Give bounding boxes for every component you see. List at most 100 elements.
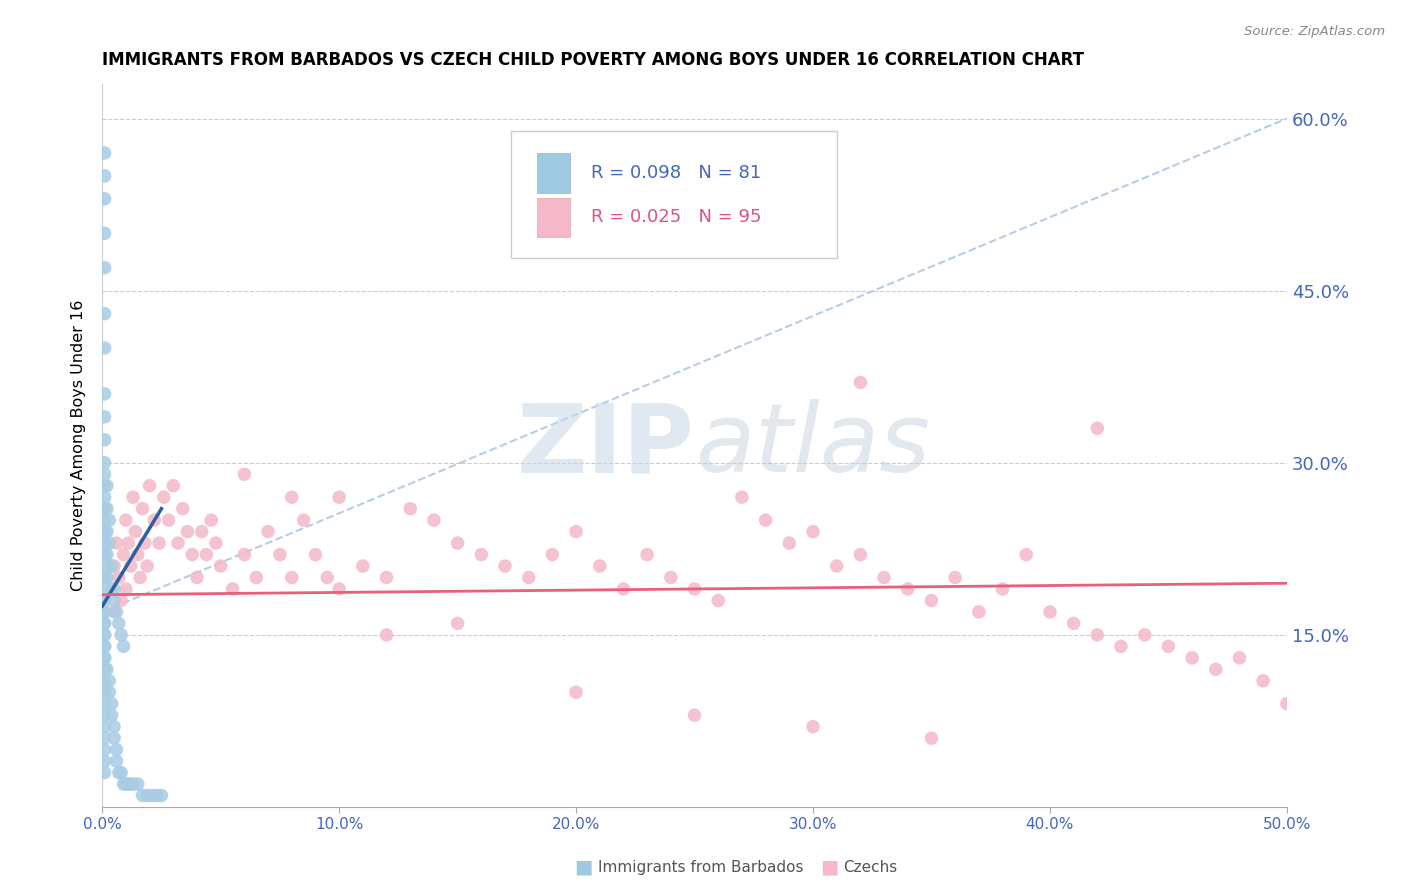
Point [1109, 640, 1132, 654]
Point [801, 524, 824, 539]
Text: atlas: atlas [695, 399, 929, 492]
Point [107, 570, 129, 584]
Point [93, 524, 115, 539]
Point [181, 548, 204, 562]
Point [93, 433, 115, 447]
Point [107, 616, 129, 631]
Point [138, 479, 160, 493]
Point [105, 742, 128, 756]
Point [100, 582, 122, 596]
Point [153, 490, 176, 504]
Point [375, 570, 398, 584]
Point [136, 559, 159, 574]
Point [233, 467, 256, 482]
Point [221, 582, 243, 596]
Point [124, 524, 146, 539]
Point [292, 513, 315, 527]
Point [683, 582, 706, 596]
Point [145, 789, 167, 803]
Point [110, 628, 132, 642]
Text: Czechs: Czechs [844, 860, 898, 874]
Point [98, 536, 121, 550]
Point [115, 582, 138, 596]
Point [93, 720, 115, 734]
Point [148, 536, 170, 550]
Point [93, 548, 115, 562]
Point [93, 628, 115, 642]
Point [205, 536, 228, 550]
Point [100, 708, 122, 723]
Point [1063, 616, 1085, 631]
Point [93, 628, 115, 642]
Point [93, 490, 115, 504]
Point [93, 742, 115, 756]
Point [920, 731, 942, 746]
Point [1251, 673, 1274, 688]
Point [107, 765, 129, 780]
Point [93, 593, 115, 607]
Text: IMMIGRANTS FROM BARBADOS VS CZECH CHILD POVERTY AMONG BOYS UNDER 16 CORRELATION : IMMIGRANTS FROM BARBADOS VS CZECH CHILD … [103, 51, 1084, 69]
Y-axis label: Child Poverty Among Boys Under 16: Child Poverty Among Boys Under 16 [72, 300, 86, 591]
Point [200, 513, 222, 527]
Point [131, 789, 153, 803]
Point [93, 307, 115, 321]
Point [115, 513, 138, 527]
Point [127, 548, 149, 562]
Point [375, 628, 398, 642]
Point [93, 409, 115, 424]
Point [636, 548, 658, 562]
Text: Source: ZipAtlas.com: Source: ZipAtlas.com [1244, 25, 1385, 38]
Point [281, 490, 304, 504]
Point [494, 559, 516, 574]
Point [141, 789, 163, 803]
Point [1181, 650, 1204, 665]
Point [446, 536, 468, 550]
Point [105, 536, 128, 550]
Point [103, 593, 125, 607]
Point [659, 570, 682, 584]
Point [849, 548, 872, 562]
Point [93, 662, 115, 676]
Point [122, 490, 145, 504]
Point [93, 616, 115, 631]
Text: Immigrants from Barbados: Immigrants from Barbados [598, 860, 803, 874]
Point [1229, 650, 1251, 665]
Point [105, 605, 128, 619]
Point [328, 490, 350, 504]
Point [150, 789, 173, 803]
Point [93, 479, 115, 493]
Point [233, 548, 256, 562]
Point [112, 548, 135, 562]
Point [93, 582, 115, 596]
Point [96, 662, 118, 676]
Point [157, 513, 180, 527]
Point [873, 570, 896, 584]
Point [93, 570, 115, 584]
Point [103, 720, 125, 734]
Point [93, 593, 115, 607]
Point [93, 616, 115, 631]
Point [195, 548, 218, 562]
Point [1133, 628, 1156, 642]
Point [93, 650, 115, 665]
Point [1205, 662, 1227, 676]
Point [446, 616, 468, 631]
Point [209, 559, 232, 574]
Point [162, 479, 184, 493]
Point [93, 708, 115, 723]
Point [304, 548, 326, 562]
Point [190, 524, 212, 539]
Point [991, 582, 1014, 596]
Point [683, 708, 706, 723]
Point [96, 548, 118, 562]
Point [849, 376, 872, 390]
Text: ZIP: ZIP [516, 399, 695, 492]
Text: ■: ■ [574, 857, 593, 877]
Point [93, 145, 115, 160]
Point [96, 570, 118, 584]
Text: ■: ■ [820, 857, 839, 877]
Point [967, 605, 990, 619]
Point [707, 593, 730, 607]
Point [281, 570, 304, 584]
Point [93, 467, 115, 482]
